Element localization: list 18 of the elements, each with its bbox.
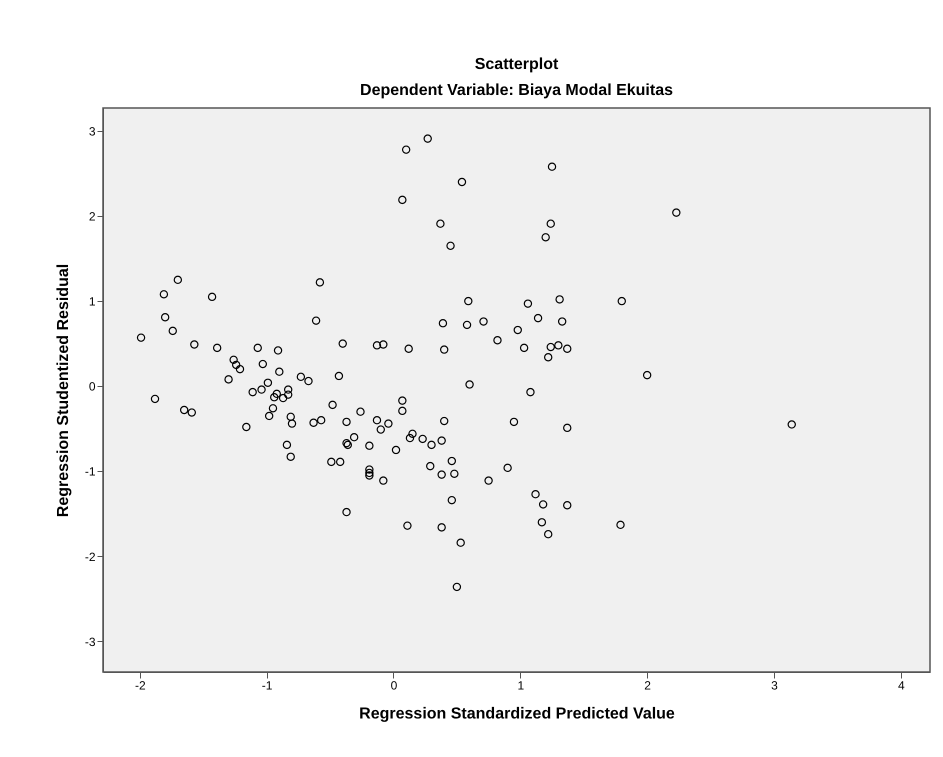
x-tick-label: 2	[644, 678, 652, 692]
x-tick-label: -1	[262, 678, 273, 692]
x-tick-label: 0	[390, 678, 398, 692]
x-axis-title: Regression Standardized Predicted Value	[359, 706, 675, 722]
y-tick-label: 0	[88, 380, 96, 394]
chart-subtitle: Dependent Variable: Biaya Modal Ekuitas	[360, 82, 674, 99]
y-tick-label: -2	[84, 550, 96, 564]
y-tick-label: 2	[88, 210, 96, 224]
y-tick-label: -1	[84, 464, 96, 479]
x-tick-label: 4	[898, 678, 905, 692]
y-tick-label: 1	[88, 294, 96, 309]
y-tick-label: 3	[88, 124, 96, 138]
x-tick-label: 1	[517, 678, 524, 692]
x-tick-label: -2	[134, 678, 146, 692]
y-axis-title: Regression Studentized Residual	[54, 264, 72, 518]
y-tick-label: -3	[84, 634, 96, 649]
chart-title: Scatterplot	[474, 56, 559, 73]
x-tick-label: 3	[771, 678, 778, 692]
